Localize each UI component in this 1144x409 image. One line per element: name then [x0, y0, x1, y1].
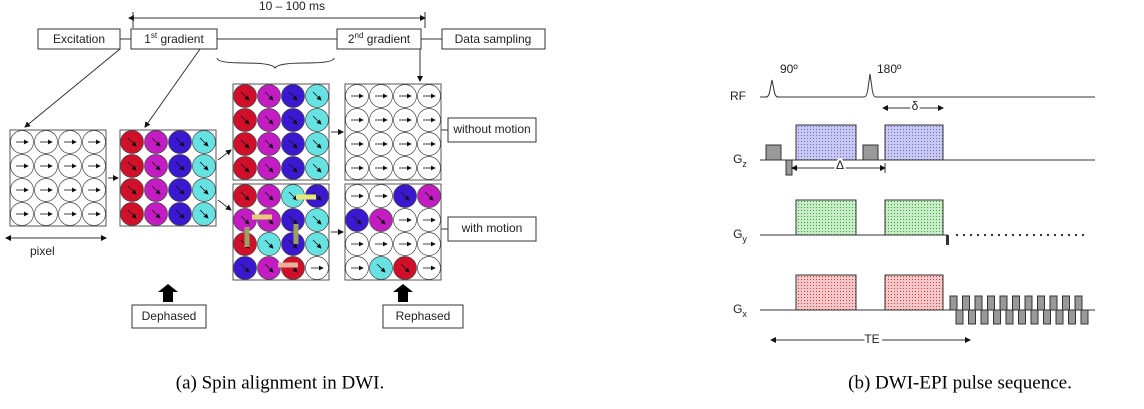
panel-b: RF 90º 180º Gz Δ δ Gy Gx TE (b) DWI-EPI …: [730, 62, 1095, 393]
epi-pulse: [1069, 310, 1076, 324]
epi-pulse: [1031, 310, 1038, 324]
gx-label: Gx: [733, 302, 747, 319]
pulse: [796, 200, 856, 235]
epi-pulse: [1075, 296, 1082, 310]
epi-pulse: [950, 296, 957, 310]
epi-pulse: [969, 310, 976, 324]
epi-train: [950, 296, 1088, 324]
epi-pulse: [1038, 296, 1045, 310]
epi-pulse: [1050, 296, 1057, 310]
brace: [217, 58, 334, 68]
arrow: [218, 150, 231, 160]
gz-label: Gz: [733, 152, 747, 169]
pulse: [796, 125, 856, 160]
epi-pulse: [963, 296, 970, 310]
epi-pulse: [1081, 310, 1088, 324]
epi-pulse: [1063, 296, 1070, 310]
pulse: [946, 235, 949, 245]
excitation-label: Excitation: [53, 32, 105, 46]
epi-pulse: [994, 310, 1001, 324]
pulse: [796, 275, 856, 310]
caption: (a) Spin alignment in DWI.: [176, 372, 384, 393]
epi-pulse: [956, 310, 963, 324]
epi-pulse: [975, 296, 982, 310]
up-arrow: [393, 284, 413, 302]
rephased-label: Rephased: [396, 309, 451, 323]
data-sampling-label: Data sampling: [455, 32, 532, 46]
small-delta-label: δ: [912, 99, 919, 113]
rf-label: RF: [730, 89, 746, 103]
pulse: [885, 275, 943, 310]
gy-label: Gy: [733, 227, 747, 244]
arrow: [145, 49, 200, 127]
epi-pulse: [988, 296, 995, 310]
pulse-180-label: 180º: [877, 62, 902, 76]
figure: 10 – 100 ms Excitation 1st gradient 2nd …: [0, 0, 1144, 409]
with-motion-label: with motion: [461, 221, 523, 235]
duration-label: 10 – 100 ms: [259, 0, 325, 13]
epi-pulse: [1000, 296, 1007, 310]
pulse: [766, 145, 781, 160]
te-label: TE: [864, 332, 879, 346]
without-motion-label: without motion: [452, 122, 530, 136]
epi-pulse: [1013, 296, 1020, 310]
rf-line: [760, 74, 1095, 97]
epi-pulse: [1044, 310, 1051, 324]
arrow: [25, 49, 120, 127]
caption: (b) DWI-EPI pulse sequence.: [848, 372, 1072, 393]
big-delta-label: Δ: [836, 158, 844, 172]
epi-pulse: [1006, 310, 1013, 324]
up-arrow: [158, 284, 178, 302]
dephased-label: Dephased: [142, 309, 197, 323]
pulse: [786, 160, 792, 175]
arrow: [218, 200, 231, 210]
panel-a: 10 – 100 ms Excitation 1st gradient 2nd …: [10, 0, 545, 393]
epi-pulse: [1056, 310, 1063, 324]
pulse: [885, 200, 943, 235]
epi-pulse: [1025, 296, 1032, 310]
epi-pulse: [1019, 310, 1026, 324]
epi-pulse: [981, 310, 988, 324]
pulse-90-label: 90º: [780, 62, 798, 76]
pixel-label: pixel: [30, 244, 55, 258]
pulse: [863, 145, 878, 160]
pulse: [885, 125, 943, 160]
